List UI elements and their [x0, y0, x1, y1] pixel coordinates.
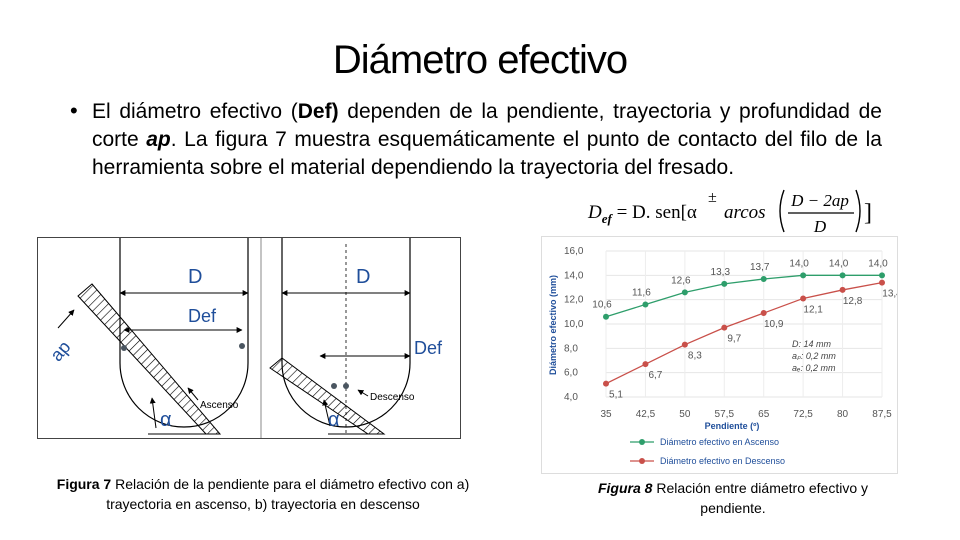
fig7-right-def: Def	[414, 338, 443, 358]
figure-7-ascenso-panel: D Def ap α Ascenso	[46, 238, 249, 435]
formula: Def = D. sen[α ± arcos D − 2ap D ]	[587, 189, 872, 236]
chart-ytick-label: 4,0	[564, 392, 578, 403]
chart-data-label: 6,7	[648, 370, 662, 381]
bullet-part-5: . La figura 7 muestra esquemáticamente e…	[92, 128, 882, 179]
figure-7-diagram: D Def ap α Ascenso D Def α Descenso	[37, 237, 461, 439]
chart-xtick-label: 87,5	[872, 409, 892, 420]
chart-point	[760, 310, 767, 317]
fig7-left-def: Def	[188, 306, 217, 326]
fig7-left-dir: Ascenso	[200, 400, 239, 411]
fig7-caption-bold: Figura 7	[56, 476, 112, 492]
chart-data-label: 9,7	[727, 334, 741, 345]
chart-ytick-label: 14,0	[564, 270, 584, 281]
chart-point	[839, 272, 846, 279]
chart-point	[721, 324, 728, 331]
fig7-left-d: D	[188, 266, 202, 288]
chart-series-line-0	[605, 274, 882, 318]
figure-8-chart: 10,6 11,6 12,6 13,3 13,7 14,0 14,0 14,0 5,1 6,7 8,…	[541, 236, 898, 474]
chart-series-line-1	[605, 281, 883, 385]
chart-ytick-label: 12,0	[564, 295, 584, 306]
chart-ylabel: Diámetro efectivo (mm)	[548, 275, 558, 375]
chart-point	[839, 286, 846, 293]
chart-xtick-label: 57,5	[715, 409, 735, 420]
bullet-part-1: El diámetro efectivo (	[92, 100, 298, 123]
chart-xtick-label: 65	[758, 409, 770, 420]
chart-annotation-d: D: 14 mm	[792, 339, 832, 349]
formula-close: ]	[864, 200, 872, 226]
chart-ytick-label: 10,0	[564, 319, 584, 330]
formula-lhs-sub: ef	[602, 211, 614, 226]
bullet-dot-icon: •	[70, 98, 78, 123]
chart-point	[721, 280, 728, 287]
chart-data-label: 13,4	[882, 289, 898, 300]
chart-xtick-label: 72,5	[793, 409, 813, 420]
chart-data-label: 13,7	[750, 262, 770, 273]
bullet-ap-bold: ap	[146, 128, 171, 151]
formula-open: [α	[681, 202, 697, 223]
chart-point	[800, 272, 807, 279]
chart-annotation-ae: aₑ: 0,2 mm	[792, 363, 836, 373]
chart-xtick-label: 42,5	[636, 409, 656, 420]
fig7-left-ap: ap	[46, 337, 74, 365]
fig7-right-alpha: α	[328, 409, 340, 431]
chart-data-label: 14,0	[789, 258, 809, 269]
chart-point	[681, 289, 688, 296]
chart-point	[879, 279, 885, 286]
chart-data-label: 12,8	[843, 296, 863, 307]
chart-point	[879, 272, 885, 279]
chart-point	[642, 361, 649, 368]
legend-label-1: Diámetro efectivo en Descenso	[660, 456, 785, 466]
bullet-part-3: dependen de la pendiente, trayectoria y …	[92, 100, 882, 151]
chart-data-label: 14,0	[868, 258, 888, 269]
chart-ytick-label: 8,0	[564, 343, 578, 354]
chart-data-label: 8,3	[688, 351, 702, 362]
figure-7-caption: Figura 7 Relación de la pendiente para e…	[28, 474, 498, 514]
chart-data-label: 14,0	[829, 258, 849, 269]
chart-ytick-label: 16,0	[564, 246, 584, 257]
chart-data-label: 12,1	[803, 304, 823, 315]
chart-point	[760, 275, 767, 282]
chart-xtick-label: 80	[837, 409, 849, 420]
legend-label-0: Diámetro efectivo en Ascenso	[660, 437, 779, 447]
chart-point	[642, 301, 649, 308]
svg-text:Def = D. sen[α: Def = D. sen[α	[587, 202, 697, 226]
legend-marker-0	[639, 439, 645, 445]
formula-pm: ±	[708, 189, 717, 206]
bullet-block: • El diámetro efectivo (Def) dependen de…	[70, 98, 882, 182]
formula-numerator: D − 2ap	[790, 191, 849, 210]
chart-data-label: 5,1	[609, 390, 623, 401]
fig7-left-alpha: α	[160, 409, 172, 431]
fig8-caption-text: Relación entre diámetro efectivo y pendi…	[652, 480, 869, 516]
formula-lhs: D	[587, 202, 602, 223]
fig7-right-d: D	[356, 266, 370, 288]
chart-point	[800, 295, 807, 302]
chart-data-label: 11,6	[632, 288, 651, 299]
chart-xtick-label: 50	[679, 409, 691, 420]
legend-marker-1	[639, 458, 645, 464]
fig7-right-dir: Descenso	[370, 392, 415, 403]
chart-xtick-label: 35	[600, 409, 612, 420]
formula-eq: = D. sen	[612, 202, 681, 223]
chart-point	[603, 313, 609, 320]
chart-xlabel: Pendiente (º)	[705, 421, 760, 431]
chart-point	[681, 341, 688, 348]
slide-title: Diámetro efectivo	[332, 38, 628, 82]
chart-data-label: 10,9	[764, 319, 784, 330]
formula-denominator: D	[813, 217, 827, 236]
bullet-def-bold: Def)	[297, 100, 339, 123]
figure-8-caption: Figura 8 Relación entre diámetro efectiv…	[568, 478, 898, 518]
chart-data-label: 10,6	[592, 300, 612, 311]
chart-data-label: 13,3	[711, 267, 731, 278]
chart-data-label: 12,6	[671, 275, 691, 286]
fig8-caption-bold: Figura 8	[597, 480, 653, 496]
figure-7-descenso-panel: D Def α Descenso	[269, 238, 443, 435]
formula-arcos: arcos	[724, 202, 766, 223]
bullet-text: El diámetro efectivo (Def) dependen de l…	[92, 98, 882, 182]
chart-point	[603, 380, 609, 387]
chart-annotation-ap: aₚ: 0,2 mm	[792, 351, 836, 361]
fig7-caption-text: Relación de la pendiente para el diámetr…	[106, 476, 470, 512]
chart-ytick-label: 6,0	[564, 368, 578, 379]
